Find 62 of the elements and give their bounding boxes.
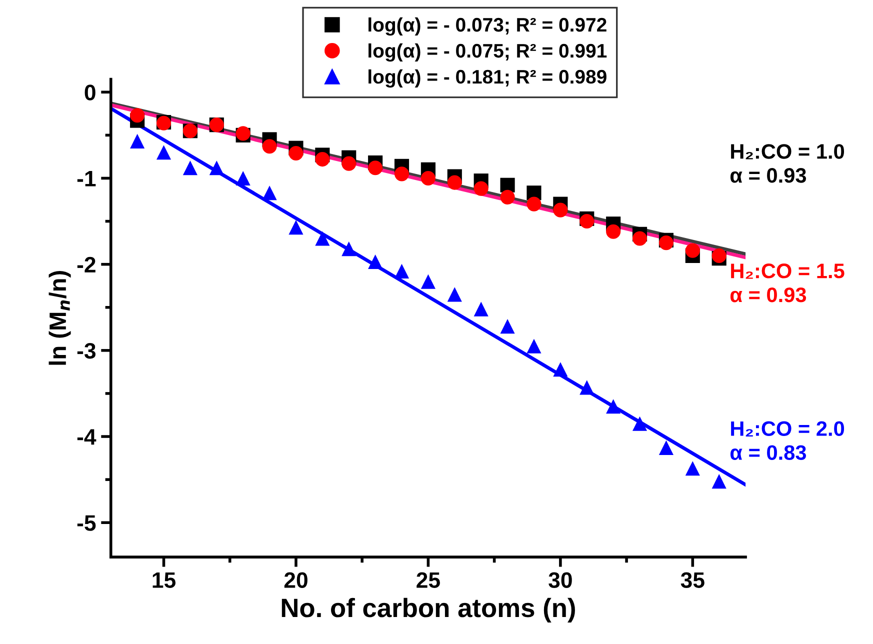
point xyxy=(658,236,674,250)
y-tick-label: -3 xyxy=(77,342,96,359)
point xyxy=(500,319,515,334)
point xyxy=(553,362,568,377)
point xyxy=(315,152,330,167)
annotation: H₂:CO = 1.0 α = 0.93 xyxy=(730,144,844,183)
point xyxy=(420,274,436,289)
x-tick-label: 20 xyxy=(284,572,308,588)
point xyxy=(685,243,700,258)
point xyxy=(236,170,250,186)
point xyxy=(342,156,356,171)
point xyxy=(315,231,330,246)
annotation: H₂:CO = 1.5 α = 0.93 xyxy=(730,264,844,302)
point xyxy=(394,264,410,278)
x-tick-label: 35 xyxy=(680,572,704,588)
annotation: H₂:CO = 2.0 α = 0.83 xyxy=(730,421,844,460)
y-tick-label: 0 xyxy=(84,84,96,100)
point xyxy=(288,220,304,235)
point xyxy=(685,461,700,476)
point xyxy=(658,440,674,455)
point xyxy=(526,196,542,212)
y-tick-label: -4 xyxy=(77,429,96,445)
y-tick-label: -1 xyxy=(77,170,96,186)
point xyxy=(474,302,488,316)
x-axis-title: No. of carbon atoms (n) xyxy=(282,598,575,623)
point xyxy=(368,160,383,176)
point xyxy=(130,108,145,123)
point xyxy=(606,399,621,414)
x-tick-label: 30 xyxy=(548,572,572,588)
point xyxy=(580,380,594,395)
point xyxy=(447,175,462,190)
point xyxy=(474,181,488,196)
point xyxy=(262,186,277,200)
point xyxy=(342,242,356,256)
y-axis-title: ln (M$_{n}$/n) xyxy=(48,271,71,365)
point xyxy=(632,416,648,431)
legend-label: log(α) = - 0.075; R² = 0.991 xyxy=(368,43,607,62)
legend-label: log(α) = - 0.181; R² = 0.989 xyxy=(368,69,606,88)
point xyxy=(368,254,383,270)
point xyxy=(447,287,462,302)
point xyxy=(632,231,648,246)
point xyxy=(420,170,436,186)
legend-label: log(α) = - 0.073; R² = 0.972 xyxy=(368,17,606,36)
point xyxy=(209,160,224,176)
point xyxy=(500,178,515,192)
point xyxy=(712,474,726,489)
point xyxy=(580,214,594,229)
point xyxy=(262,139,277,154)
point xyxy=(526,338,542,354)
point xyxy=(500,190,515,204)
point xyxy=(553,202,568,218)
point xyxy=(712,248,726,263)
point xyxy=(606,224,621,239)
y-tick-label: -2 xyxy=(77,256,96,272)
point xyxy=(182,160,198,176)
point xyxy=(394,166,410,182)
y-tick-label: -5 xyxy=(77,515,96,531)
point xyxy=(130,134,145,148)
point xyxy=(156,145,172,160)
point xyxy=(288,146,304,161)
x-tick-label: 25 xyxy=(416,572,440,588)
x-tick-label: 15 xyxy=(152,572,176,588)
